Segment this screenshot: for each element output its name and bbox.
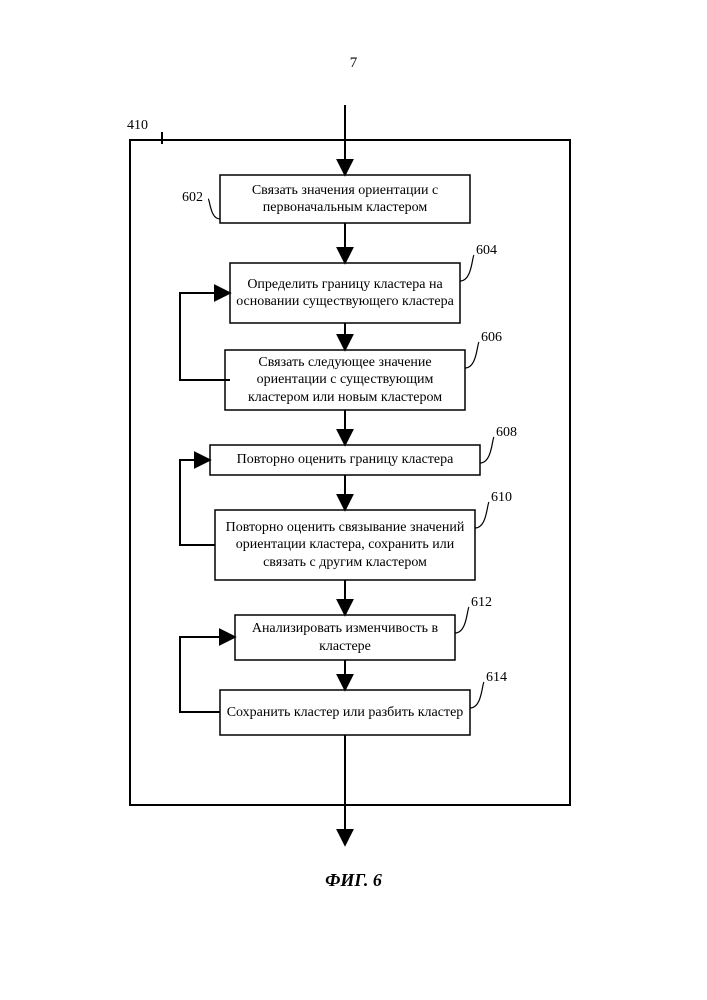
figure-caption: ФИГ. 6 [0,870,707,891]
flow-step-614: Сохранить кластер или разбить кластер [220,690,470,735]
frame-ref-label: 410 [127,118,148,134]
ref-label-608: 608 [496,425,517,441]
flow-step-606: Связать следующее значение ориентации с … [225,350,465,410]
ref-label-614: 614 [486,670,507,686]
ref-label-610: 610 [491,490,512,506]
flow-step-610: Повторно оценить связывание значений ори… [215,510,475,580]
flow-step-604: Определить границу кластера на основании… [230,263,460,323]
ref-label-602: 602 [182,190,203,206]
flow-step-608: Повторно оценить границу кластера [210,445,480,475]
ref-label-604: 604 [476,243,497,259]
flow-step-602: Связать значения ориентации с первоначал… [220,175,470,223]
ref-label-612: 612 [471,595,492,611]
ref-label-606: 606 [481,330,502,346]
flow-step-612: Анализировать изменчивость в кластере [235,615,455,660]
flowchart-boxes-layer: 410 Связать значения ориентации с первона… [0,0,707,870]
